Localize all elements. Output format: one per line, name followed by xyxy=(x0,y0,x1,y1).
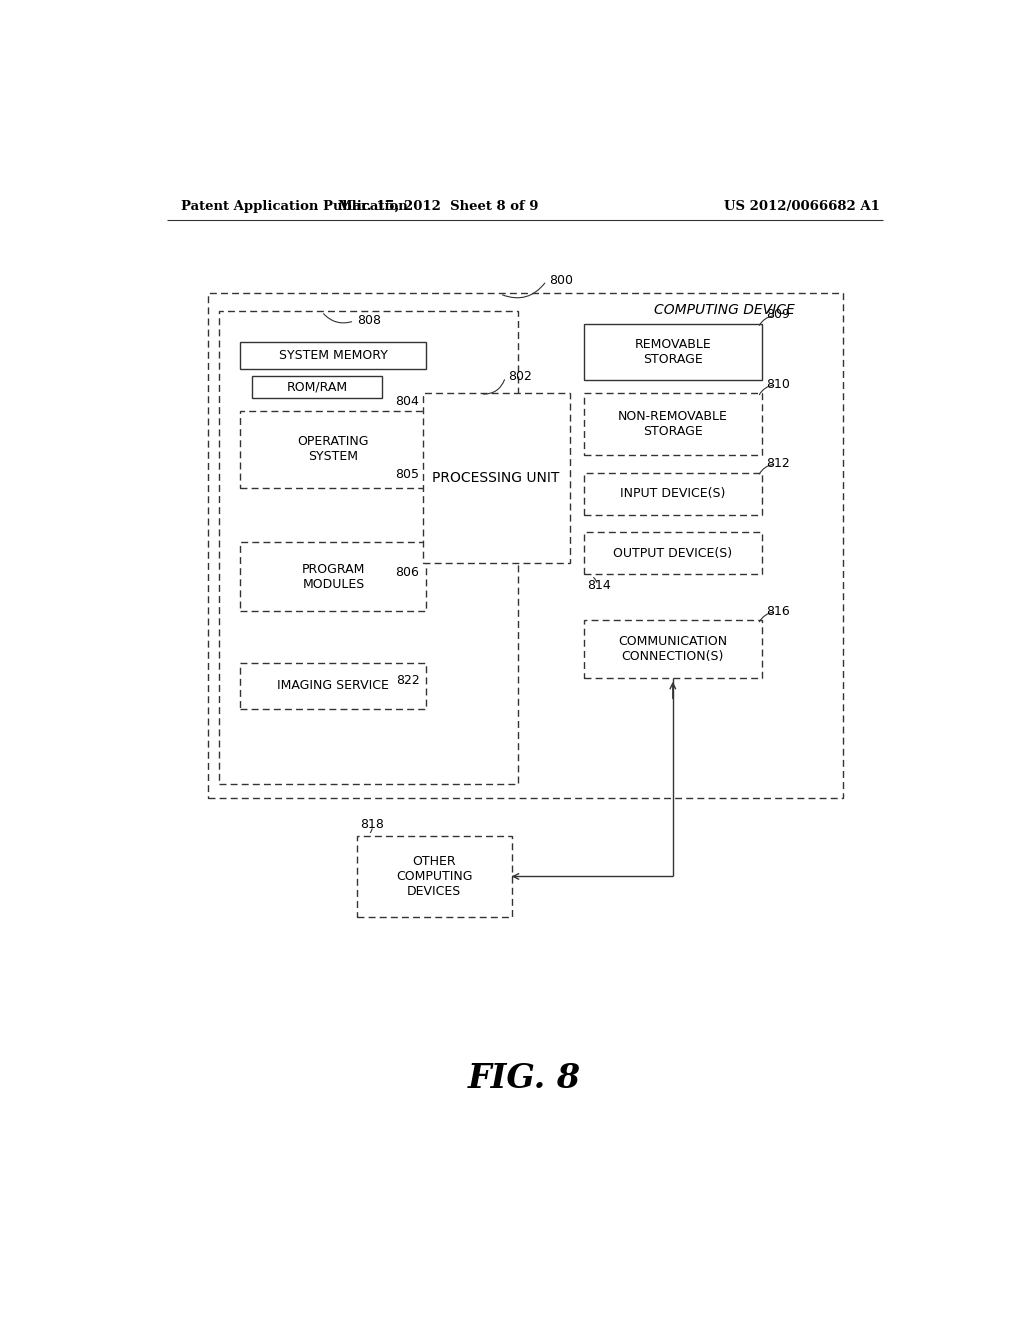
Text: 814: 814 xyxy=(588,579,611,593)
Text: 812: 812 xyxy=(766,457,790,470)
Bar xyxy=(356,836,512,917)
Text: FIG. 8: FIG. 8 xyxy=(468,1063,582,1096)
Text: REMOVABLE
STORAGE: REMOVABLE STORAGE xyxy=(635,338,712,366)
Bar xyxy=(208,293,844,797)
Bar xyxy=(241,342,426,370)
Text: 804: 804 xyxy=(395,395,420,408)
Bar xyxy=(584,323,762,380)
Text: 805: 805 xyxy=(395,467,420,480)
Bar xyxy=(584,393,762,455)
Bar xyxy=(252,376,382,397)
Bar xyxy=(584,620,762,678)
Text: 816: 816 xyxy=(766,605,790,618)
Text: 802: 802 xyxy=(508,370,531,383)
Bar xyxy=(241,411,426,488)
Bar xyxy=(584,473,762,515)
Text: 818: 818 xyxy=(360,818,384,832)
Text: 810: 810 xyxy=(766,378,790,391)
Bar xyxy=(241,663,426,709)
Text: 806: 806 xyxy=(395,566,420,579)
Bar xyxy=(219,312,518,784)
Bar xyxy=(584,532,762,574)
Text: SYSTEM MEMORY: SYSTEM MEMORY xyxy=(279,348,388,362)
Text: COMPUTING DEVICE: COMPUTING DEVICE xyxy=(654,304,795,317)
Text: INPUT DEVICE(S): INPUT DEVICE(S) xyxy=(621,487,726,500)
Text: OUTPUT DEVICE(S): OUTPUT DEVICE(S) xyxy=(613,546,732,560)
Text: Patent Application Publication: Patent Application Publication xyxy=(180,199,408,213)
Bar xyxy=(241,543,426,611)
Text: NON-REMOVABLE
STORAGE: NON-REMOVABLE STORAGE xyxy=(617,411,728,438)
Text: Mar. 15, 2012  Sheet 8 of 9: Mar. 15, 2012 Sheet 8 of 9 xyxy=(338,199,539,213)
Text: ROM/RAM: ROM/RAM xyxy=(287,380,348,393)
Text: 822: 822 xyxy=(395,675,420,686)
Text: OPERATING
SYSTEM: OPERATING SYSTEM xyxy=(298,436,369,463)
Text: PROGRAM
MODULES: PROGRAM MODULES xyxy=(302,562,366,590)
Text: COMMUNICATION
CONNECTION(S): COMMUNICATION CONNECTION(S) xyxy=(618,635,727,663)
Text: PROCESSING UNIT: PROCESSING UNIT xyxy=(432,471,560,484)
Bar xyxy=(423,393,569,562)
Text: 808: 808 xyxy=(356,314,381,326)
Text: 809: 809 xyxy=(766,308,790,321)
Text: 800: 800 xyxy=(549,273,572,286)
Text: IMAGING SERVICE: IMAGING SERVICE xyxy=(278,680,389,693)
Text: US 2012/0066682 A1: US 2012/0066682 A1 xyxy=(724,199,881,213)
Text: OTHER
COMPUTING
DEVICES: OTHER COMPUTING DEVICES xyxy=(396,855,472,898)
